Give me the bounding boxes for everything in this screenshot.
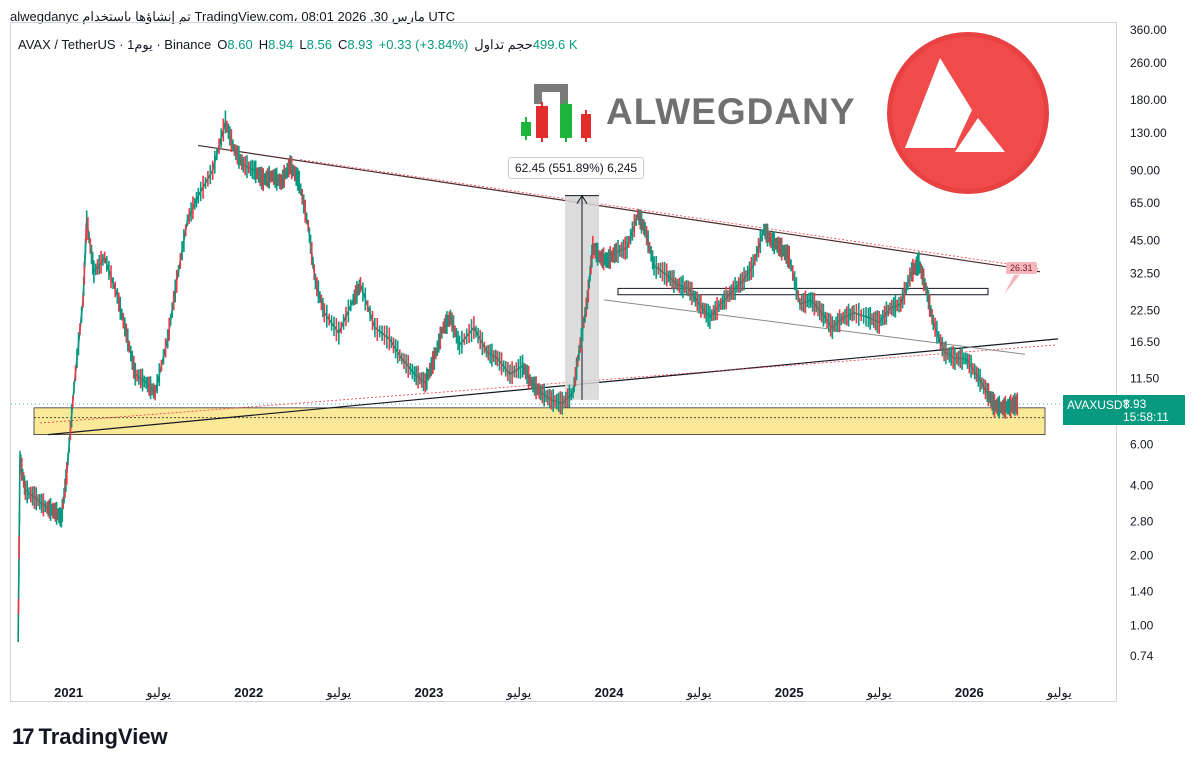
close-value: 8.93	[347, 37, 373, 52]
y-tick-label: 22.50	[1130, 304, 1160, 318]
price-tag-countdown: 15:58:11	[1123, 410, 1169, 424]
open-value: 8.60	[227, 37, 253, 52]
measure-arrow-head	[576, 194, 588, 204]
callout-label: 26.31	[1006, 262, 1037, 274]
y-tick-label: 130.00	[1130, 126, 1167, 140]
x-tick-label: يوليو	[686, 685, 712, 701]
symbol-legend[interactable]: AVAX / TetherUS · 1يوم · Binance O 8.60 H…	[18, 37, 578, 53]
y-tick-label: 45.00	[1130, 233, 1160, 247]
y-tick-label: 360.00	[1130, 23, 1167, 37]
low-label: L	[299, 37, 307, 52]
y-tick-label: 180.00	[1130, 93, 1167, 107]
avax-logo-triangle-left	[905, 58, 972, 148]
callout-pointer	[1004, 274, 1020, 295]
y-tick-label: 6.00	[1130, 437, 1154, 451]
x-tick-label: يوليو	[325, 685, 351, 701]
x-tick-label: 2023	[414, 685, 443, 700]
x-tick-label: يوليو	[1046, 685, 1072, 701]
measure-label: 62.45 (551.89%) 6,245	[508, 157, 645, 179]
y-tick-label: 16.50	[1130, 335, 1160, 349]
x-tick-label: يوليو	[145, 685, 171, 701]
x-axis: 2021 يوليو 2022 يوليو 2023 يوليو 2024 يوليو 2025…	[54, 685, 1072, 701]
alwegdany-brand: ALWEGDANY	[516, 82, 856, 142]
upper-dotted-line	[299, 159, 1041, 270]
upper-trend-line	[197, 144, 1041, 273]
price-tag-symbol: AVAXUSDT	[1067, 398, 1130, 412]
y-tick-label: 32.50	[1130, 266, 1160, 280]
brand-text: ALWEGDANY	[606, 91, 856, 132]
support-zone	[11, 403, 1063, 436]
open-label: O	[217, 37, 228, 52]
high-label: H	[258, 37, 269, 52]
measure-tool	[565, 194, 599, 400]
symbol-name[interactable]: AVAX / TetherUS · 1يوم · Binance	[18, 37, 212, 52]
channel-line	[603, 299, 1026, 355]
tradingview-logo-text: TradingView	[38, 724, 168, 749]
low-value: 8.56	[306, 37, 332, 52]
lower-dotted-line	[39, 344, 1056, 424]
close-label: C	[337, 37, 348, 52]
change-value: +0.33 (+3.84%)	[378, 37, 469, 52]
trend-lines	[39, 144, 1059, 436]
y-tick-label: 65.00	[1130, 196, 1160, 210]
x-tick-label: 2021	[54, 685, 83, 700]
lower-trend-line	[47, 338, 1059, 436]
price-line	[17, 121, 1018, 637]
current-price-tag: AVAXUSDT 8.93 15:58:11	[1063, 395, 1185, 425]
support-zone-rect	[33, 407, 1046, 436]
x-tick-label: 2024	[595, 685, 625, 700]
y-tick-label: 0.74	[1130, 649, 1154, 663]
x-tick-label: يوليو	[505, 685, 531, 701]
x-tick-label: 2026	[955, 685, 984, 700]
x-tick-label: 2025	[775, 685, 804, 700]
brand-candles-icon	[521, 84, 591, 142]
volume-label: حجم تداول	[474, 37, 533, 52]
y-tick-label: 1.40	[1130, 584, 1154, 598]
price-series	[17, 110, 1019, 643]
y-tick-label: 260.00	[1130, 56, 1167, 70]
avax-logo-icon	[887, 32, 1049, 194]
y-tick-label: 1.00	[1130, 619, 1154, 633]
volume-value: 499.6 K	[532, 37, 578, 52]
y-tick-label: 4.00	[1130, 478, 1154, 492]
tradingview-logo-icon: 17	[12, 724, 35, 749]
avax-logo-triangle-right	[955, 118, 1005, 152]
price-tag-value: 8.93	[1123, 397, 1147, 411]
x-tick-label: 2022	[234, 685, 263, 700]
y-tick-label: 2.00	[1130, 548, 1154, 562]
chart-header: alwegdanyc تم إنشاؤها باستخدام TradingVi…	[10, 9, 456, 24]
y-tick-label: 11.50	[1130, 371, 1159, 385]
x-tick-label: يوليو	[866, 685, 892, 701]
tradingview-logo[interactable]: 17 TradingView	[12, 724, 168, 750]
y-tick-label: 2.80	[1130, 514, 1154, 528]
high-value: 8.94	[268, 37, 294, 52]
y-tick-label: 90.00	[1130, 163, 1160, 177]
y-axis: 360.00 260.00 180.00 130.00 90.00 65.00 45.00 3…	[1130, 23, 1167, 663]
